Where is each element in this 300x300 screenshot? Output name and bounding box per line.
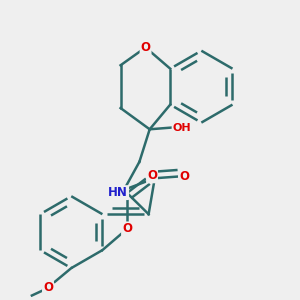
- Text: O: O: [147, 169, 157, 182]
- Text: O: O: [179, 170, 189, 183]
- Text: O: O: [141, 41, 151, 54]
- Text: OH: OH: [172, 123, 191, 133]
- Text: HN: HN: [108, 186, 128, 199]
- Text: O: O: [43, 281, 53, 294]
- Text: O: O: [122, 222, 132, 236]
